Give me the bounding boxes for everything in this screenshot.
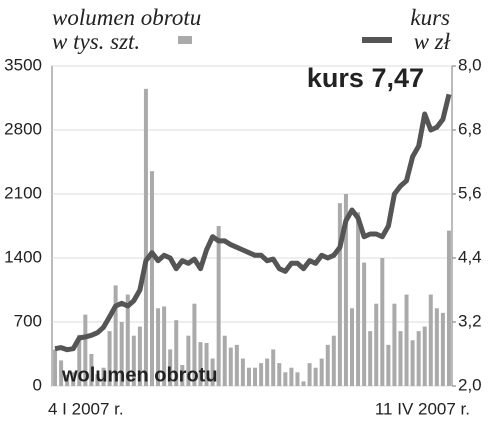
bar: [295, 372, 300, 386]
legend-bar: wolumen obrotu w tys. szt.: [52, 5, 202, 54]
bar: [446, 230, 451, 386]
y2-tick-label: 4,4: [458, 247, 482, 266]
bar: [101, 367, 106, 386]
bar: [180, 364, 185, 386]
bar: [392, 303, 397, 386]
bar: [271, 349, 276, 386]
bar: [119, 322, 124, 386]
bar: [240, 358, 245, 386]
bar: [313, 367, 318, 386]
bar: [125, 294, 130, 386]
annotation-price: kurs 7,47: [307, 63, 424, 93]
bar: [319, 358, 324, 386]
bar: [283, 372, 288, 386]
bar: [143, 88, 148, 386]
bar: [234, 344, 239, 386]
bar: [265, 358, 270, 386]
bar: [356, 212, 361, 386]
price-line: [54, 93, 452, 353]
bar: [440, 312, 445, 386]
y-tick-label: 700: [14, 311, 42, 330]
bar: [410, 340, 415, 386]
bar: [434, 308, 439, 386]
y2-tick-label: 2,0: [458, 375, 482, 394]
bar: [277, 363, 282, 386]
bar: [246, 367, 251, 386]
bar: [398, 331, 403, 386]
bar: [368, 331, 373, 386]
bar: [77, 334, 82, 386]
plot-frame: [51, 65, 453, 387]
bar: [95, 374, 100, 386]
bar: [362, 262, 367, 386]
x-tick-label: 11 IV 2007 r.: [375, 399, 470, 418]
bar: [150, 171, 154, 386]
y-tick-label: 2800: [4, 119, 42, 138]
bar: [168, 349, 173, 386]
bar: [186, 335, 191, 386]
bar: [89, 354, 94, 386]
bar: [428, 294, 433, 386]
legend-swatch-bar: [178, 36, 192, 44]
legend-line: kurs w zł: [410, 5, 450, 54]
bar: [65, 375, 70, 386]
y-tick-label: 3500: [4, 55, 42, 74]
bar: [301, 381, 306, 386]
bar: [198, 342, 203, 386]
bar: [156, 308, 161, 386]
bar: [71, 372, 76, 386]
bar: [107, 331, 112, 386]
bar: [350, 308, 354, 386]
bar: [83, 314, 88, 386]
y2-tick-label: 5,6: [458, 183, 482, 202]
bar: [259, 363, 264, 386]
bar: [210, 358, 215, 386]
y2-tick-label: 6,8: [458, 119, 482, 138]
y-tick-label: 0: [33, 375, 42, 394]
y2-tick-label: 8,0: [458, 55, 482, 74]
bar: [192, 303, 197, 386]
bar: [204, 343, 209, 386]
bar: [253, 367, 258, 386]
bar: [174, 320, 179, 386]
y2-tick-label: 3,2: [458, 311, 482, 330]
annotation-volume: wolumen obrotu: [61, 364, 218, 386]
y-tick-label: 1400: [4, 247, 42, 266]
bar: [53, 349, 58, 386]
bar: [289, 367, 294, 386]
bar: [131, 335, 136, 386]
bar: [404, 294, 409, 386]
bar: [343, 194, 348, 386]
bar: [113, 285, 118, 386]
bar: [216, 226, 221, 386]
bar: [59, 360, 64, 386]
bar: [228, 347, 233, 386]
bar: [331, 335, 336, 386]
bar: [307, 363, 312, 386]
bar: [386, 344, 391, 386]
bar: [222, 335, 227, 386]
bar: [162, 306, 167, 386]
bar: [137, 326, 142, 386]
bar: [325, 344, 330, 386]
bar: [422, 326, 427, 386]
bar: [416, 331, 421, 386]
x-tick-label: 4 I 2007 r.: [48, 399, 124, 418]
bar: [380, 258, 385, 386]
bar: [337, 203, 342, 386]
bar: [374, 303, 379, 386]
y-tick-label: 2100: [4, 183, 42, 202]
